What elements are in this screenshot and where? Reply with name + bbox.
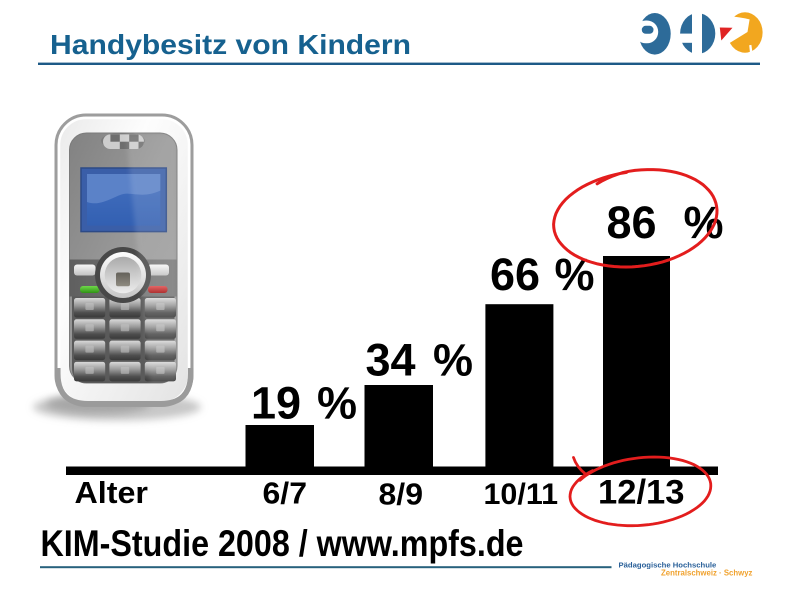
svg-text:12/13: 12/13 [598,474,685,512]
svg-text:Alter: Alter [75,475,149,510]
svg-text:Handybesitz von Kindern: Handybesitz von Kindern [50,29,411,60]
svg-text:19: 19 [251,377,301,428]
svg-text:%: % [317,377,357,428]
svg-text:KIM-Studie 2008 / www.mpfs.de: KIM-Studie 2008 / www.mpfs.de [41,523,524,564]
svg-text:Pädagogische Hochschule: Pädagogische Hochschule [619,561,718,570]
svg-text:10/11: 10/11 [484,478,559,511]
svg-text:66: 66 [490,249,540,300]
svg-text:Zentralschweiz · Schwyz: Zentralschweiz · Schwyz [661,569,753,578]
svg-text:34: 34 [366,335,416,386]
svg-text:6/7: 6/7 [263,476,308,511]
svg-text:%: % [433,335,473,386]
svg-text:8/9: 8/9 [379,477,424,512]
svg-text:86: 86 [607,197,657,248]
svg-text:%: % [554,249,594,300]
